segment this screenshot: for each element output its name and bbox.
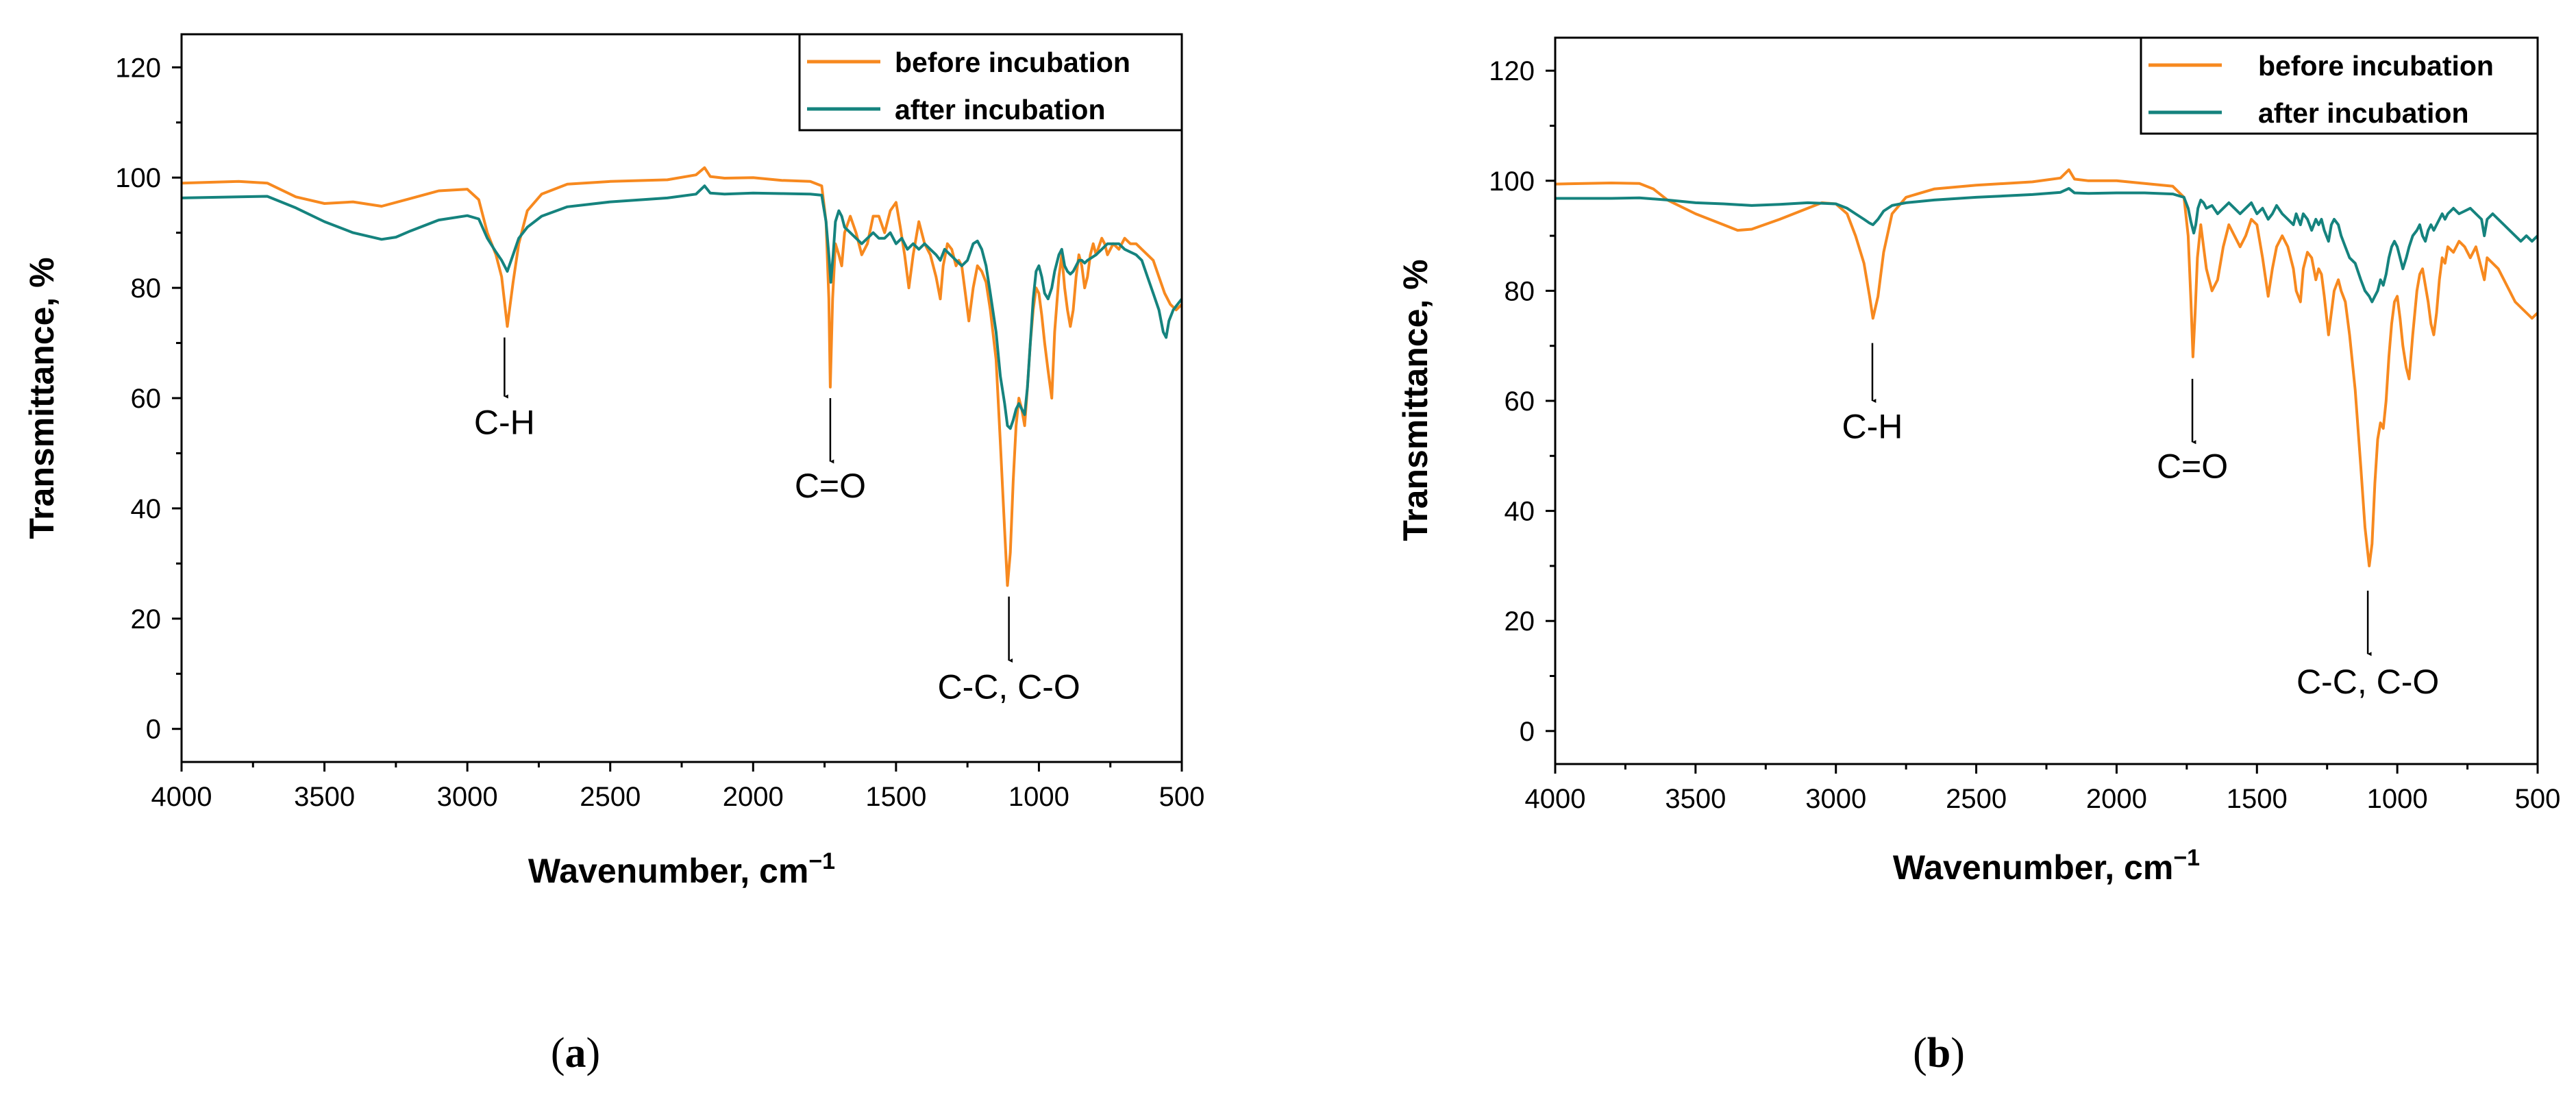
panel-b-series-before-line [1555, 168, 2539, 567]
panel-b-legend-box [2140, 36, 2539, 135]
panel-a-plot-area: C-H C=O C-C, C-O [181, 166, 1183, 706]
panel-a-annotation-label: C-C, C-O [937, 667, 1080, 706]
panel-a-y-tick-label: 120 [115, 53, 161, 83]
panel-a-x-tick-label: 3500 [294, 782, 355, 812]
panel-b-x-tick-label: 1000 [2367, 784, 2428, 814]
panel-a-xlabel: Wavenumber, cm−1 [528, 848, 835, 890]
panel-a-y-tick-label: 0 [146, 715, 161, 745]
panel-a-x-tick-label: 2500 [580, 782, 641, 812]
panel-a-y-tick-label: 100 [115, 163, 161, 193]
panel-b-x-tick-label: 3000 [1805, 784, 1866, 814]
panel-b-x-tick-label: 500 [2515, 784, 2561, 814]
panel-a-y-tick-label: 60 [131, 384, 162, 414]
panel-b-xlabel: Wavenumber, cm−1 [1893, 845, 2200, 887]
panel-a-ticks: 4000 3500 3000 2500 2000 1500 1000 500 0 20 40 60 80… [115, 53, 1204, 812]
panel-b-series-after-line [1555, 187, 2539, 304]
panel-a-x-tick-label: 3000 [437, 782, 498, 812]
panel-b-x-tick-label: 3500 [1665, 784, 1726, 814]
panel-b-y-tick-label: 60 [1504, 386, 1535, 417]
panel-b-caption: (b) [1913, 1030, 1965, 1076]
panel-a-y-tick-label: 20 [131, 604, 162, 635]
panel-b-annotation-label: C=O [2157, 447, 2228, 485]
panel-a-legend: before incubation after incubation [798, 33, 1183, 132]
panel-b: C-H C=O C-C, C-O 4000 3500 3000 2500 2000 1500 1… [1396, 36, 2560, 1076]
panel-a: C-H C=O C-C, C-O 4000 3500 3000 2500 2000 1500 1… [23, 33, 1204, 1076]
panel-b-y-tick-label: 0 [1520, 717, 1535, 747]
panel-b-y-tick-label: 20 [1504, 606, 1535, 637]
panel-a-legend-before-label: before incubation [895, 47, 1130, 78]
panel-b-y-tick-label: 120 [1489, 56, 1535, 86]
panel-b-y-tick-label: 40 [1504, 497, 1535, 527]
panel-b-annotation-label: C-C, C-O [2296, 663, 2439, 701]
panel-b-x-tick-label: 1500 [2227, 784, 2288, 814]
panel-a-x-tick-label: 2000 [723, 782, 784, 812]
panel-b-y-tick-label: 80 [1504, 276, 1535, 306]
panel-b-x-tick-label: 4000 [1525, 784, 1586, 814]
panel-b-annotation-label: C-H [1842, 408, 1903, 446]
panel-a-x-tick-label: 1000 [1008, 782, 1069, 812]
panel-b-legend-after-label: after incubation [2258, 97, 2469, 129]
panel-a-y-tick-label: 80 [131, 273, 162, 304]
panel-b-ticks: 4000 3500 3000 2500 2000 1500 1000 500 0 20 40 60 80… [1489, 56, 2560, 814]
panel-b-x-tick-label: 2500 [1946, 784, 2007, 814]
panel-b-y-tick-label: 100 [1489, 167, 1535, 197]
panel-b-legend: before incubation after incubation [2140, 36, 2539, 135]
panel-b-x-tick-label: 2000 [2086, 784, 2147, 814]
panel-b-plot-area: C-H C=O C-C, C-O [1555, 168, 2539, 701]
panel-b-frame [1554, 36, 2539, 765]
panel-a-annotation-label: C=O [795, 467, 866, 505]
panel-a-y-tick-label: 40 [131, 494, 162, 524]
panel-a-x-tick-label: 4000 [151, 782, 212, 812]
panel-a-series-before-line [181, 166, 1183, 587]
panel-b-legend-before-label: before incubation [2258, 50, 2494, 82]
panel-a-series-after-line [181, 184, 1183, 430]
panel-a-frame [180, 33, 1183, 763]
panel-a-ylabel: Transmittance, % [23, 257, 61, 539]
panel-a-x-tick-label: 1500 [865, 782, 926, 812]
panel-a-annotation-label: C-H [474, 403, 535, 441]
panel-b-ylabel: Transmittance, % [1396, 259, 1435, 541]
panel-a-caption: (a) [551, 1030, 600, 1076]
panel-a-legend-after-label: after incubation [895, 94, 1106, 125]
panel-a-x-tick-label: 500 [1159, 782, 1205, 812]
panel-a-legend-box [798, 33, 1183, 132]
